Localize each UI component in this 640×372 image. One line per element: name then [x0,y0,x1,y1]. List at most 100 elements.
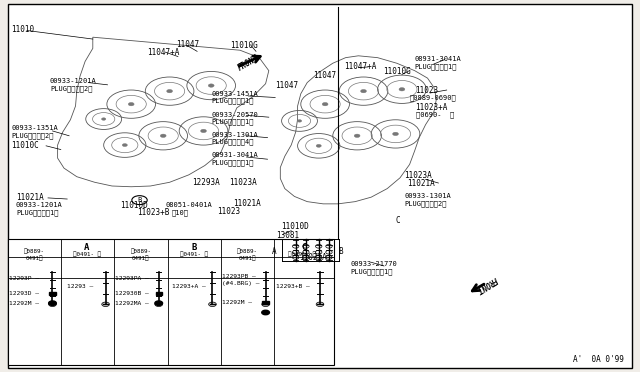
Text: （10）: （10） [172,209,189,216]
Text: 12293D —: 12293D — [9,291,39,296]
Circle shape [392,132,399,136]
Circle shape [316,302,324,307]
Circle shape [298,120,301,122]
Text: 11010D: 11010D [120,201,148,210]
Circle shape [155,302,163,307]
Text: 00933-1451A: 00933-1451A [211,91,258,97]
Text: A'  0A 0'99: A' 0A 0'99 [573,355,624,364]
Text: (#4.BRG) —: (#4.BRG) — [222,281,260,286]
Text: 11023: 11023 [415,86,438,94]
Text: 00933-1351A: 00933-1351A [12,125,58,131]
Text: 〔0491- 〕: 〔0491- 〕 [180,251,208,257]
Text: PLUGプラグ（1）: PLUGプラグ（1） [415,63,457,70]
Text: PLUGプラグ（2）: PLUGプラグ（2） [12,132,54,139]
Text: 08931-3041A: 08931-3041A [415,56,461,62]
Text: 11047: 11047 [275,81,298,90]
Text: 00933-1201A: 00933-1201A [16,202,63,208]
Text: B: B [138,197,141,203]
Circle shape [262,310,269,315]
Circle shape [49,302,56,307]
Text: A: A [272,247,276,256]
Text: 11010G: 11010G [383,67,410,76]
Text: FRONT: FRONT [236,54,260,73]
Text: 11010D: 11010D [282,222,309,231]
Circle shape [49,301,56,305]
Circle shape [122,144,127,147]
Circle shape [322,102,328,106]
Text: 08051-0401A: 08051-0401A [165,202,212,208]
Text: 11021A: 11021A [407,179,435,187]
Text: 11047: 11047 [314,71,337,80]
Text: PLUGプラグ（1）: PLUGプラグ（1） [211,119,253,125]
Bar [8,239,334,365]
Text: 11023: 11023 [218,207,241,216]
Circle shape [316,144,321,147]
Bar [49,292,56,295]
Text: 11023+B: 11023+B [138,208,170,217]
Text: 11047+A: 11047+A [344,62,377,71]
Text: FRONT: FRONT [474,275,499,295]
Circle shape [399,87,405,91]
Text: 12292M —: 12292M — [222,299,252,305]
Text: 00933-1301A: 00933-1301A [211,132,258,138]
Text: PLUGプラグ（1）: PLUGプラグ（1） [351,268,393,275]
Text: 〔0889-
0491〕: 〔0889- 0491〕 [131,248,151,260]
Circle shape [166,89,173,93]
Text: PLUGプラグ（1）: PLUGプラグ（1） [211,160,253,166]
Text: 〔0491- 〕: 〔0491- 〕 [288,251,316,257]
Text: 12293PB —: 12293PB — [222,273,256,279]
Circle shape [360,89,367,93]
Text: 11021A: 11021A [300,253,327,262]
Text: 12292MA —: 12292MA — [115,301,149,306]
Text: A: A [84,243,90,252]
Circle shape [209,302,216,307]
Text: B: B [338,247,342,256]
Text: 11021A: 11021A [234,199,261,208]
Bar [156,292,162,295]
Text: 00933-21770: 00933-21770 [351,261,397,267]
Text: 11023A: 11023A [229,178,257,187]
Circle shape [262,302,269,307]
Text: PLUGプラグ（1）: PLUGプラグ（1） [211,98,253,105]
Text: 11047+A: 11047+A [147,48,180,57]
Text: 〔0889-
0491〕: 〔0889- 0491〕 [24,248,44,260]
Text: 13081: 13081 [276,231,300,240]
Text: 00933-1201A: 00933-1201A [50,78,97,84]
Text: 〔0889-
0491〕: 〔0889- 0491〕 [237,248,258,260]
Circle shape [102,118,106,120]
Text: 11023+A: 11023+A [415,103,447,112]
Circle shape [208,84,214,87]
Text: 122930B —: 122930B — [115,291,149,296]
Text: C: C [301,243,307,252]
Text: 11047: 11047 [176,40,199,49]
Text: 11010: 11010 [12,25,35,34]
Text: 12293+B —: 12293+B — [276,284,310,289]
Text: PLUGプラグ（2）: PLUGプラグ（2） [50,85,92,92]
Text: 11010G: 11010G [230,41,258,50]
Text: 12293P —: 12293P — [9,276,39,282]
Circle shape [160,134,166,138]
Circle shape [354,134,360,138]
Text: 12293 —: 12293 — [67,284,93,289]
Text: 12293PA —: 12293PA — [115,276,149,282]
Text: 〔0690-  〕: 〔0690- 〕 [416,111,454,118]
Circle shape [128,102,134,106]
Text: 12292M —: 12292M — [9,301,39,306]
Text: PLUGプラグ（1）: PLUGプラグ（1） [16,209,58,216]
Circle shape [200,129,207,133]
Circle shape [155,301,163,305]
Text: 12293A: 12293A [192,178,220,187]
Bar [262,301,269,304]
Text: C: C [396,216,400,225]
Text: PLUGプラグ（4）: PLUGプラグ（4） [211,139,253,145]
Text: 〔0889-0690〕: 〔0889-0690〕 [410,94,456,101]
Text: 11023A: 11023A [404,171,432,180]
Circle shape [102,302,109,307]
Text: 00933-1301A: 00933-1301A [404,193,451,199]
Text: 00933-20570: 00933-20570 [211,112,258,118]
Text: B: B [191,243,196,252]
Text: 11010C: 11010C [12,141,39,150]
Text: 〔0491- 〕: 〔0491- 〕 [73,251,101,257]
Text: 12293+A —: 12293+A — [172,284,205,289]
Text: PLUGプラグ（2）: PLUGプラグ（2） [404,201,447,207]
